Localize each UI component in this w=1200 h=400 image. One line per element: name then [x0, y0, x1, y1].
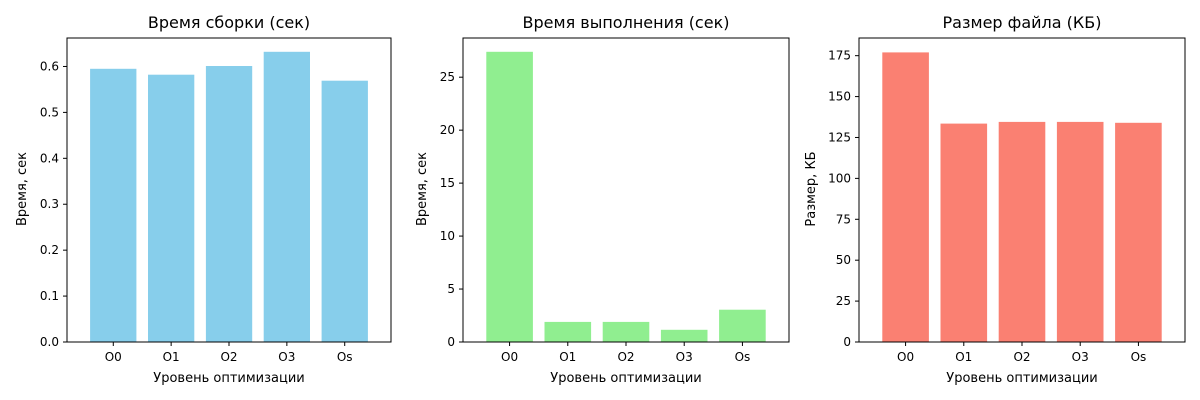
bar-Os	[321, 80, 368, 342]
bar-O1	[544, 321, 592, 342]
bar-O0	[882, 52, 929, 343]
x-tick-label: O2	[1013, 350, 1030, 364]
x-tick-label: O1	[559, 350, 576, 364]
y-tick-label: 25	[440, 70, 455, 84]
chart-file-size: Размер файла (КБ) Уровень оптимизации Ра…	[804, 13, 1186, 386]
y-tick-label: 50	[836, 253, 851, 267]
bar-O1	[148, 74, 195, 342]
chart-title: Размер файла (КБ)	[943, 13, 1102, 32]
x-tick-label: O0	[501, 350, 518, 364]
y-tick-label: 0.0	[40, 335, 59, 349]
y-tick-label: 125	[828, 130, 851, 144]
x-tick-label: Os	[735, 350, 751, 364]
y-tick-label: 5	[447, 282, 455, 296]
y-tick-label: 25	[836, 294, 851, 308]
chart-title: Время выполнения (сек)	[523, 13, 730, 32]
chart-build-time: Время сборки (сек) Уровень оптимизации В…	[15, 13, 392, 386]
bar-O3	[263, 51, 310, 343]
y-axis-label: Время, сек	[15, 152, 30, 226]
y-tick-label: 100	[828, 171, 851, 185]
y-tick-label: 0	[447, 335, 455, 349]
x-tick-label: O3	[1072, 350, 1089, 364]
y-tick-label: 0	[843, 335, 851, 349]
x-tick-label: O2	[617, 350, 634, 364]
bar-Os	[1115, 122, 1162, 342]
bar-O1	[940, 123, 988, 342]
x-tick-label: Os	[337, 350, 353, 364]
x-tick-label: Os	[1131, 350, 1147, 364]
y-axis-label: Время, сек	[415, 152, 430, 226]
x-tick-label: O0	[105, 350, 122, 364]
y-tick-label: 0.1	[40, 289, 59, 303]
x-axis-label: Уровень оптимизации	[153, 371, 304, 386]
y-tick-label: 75	[836, 212, 851, 226]
y-tick-label: 15	[440, 176, 455, 190]
y-tick-label: 0.5	[40, 105, 59, 119]
y-tick-label: 0.3	[40, 197, 59, 211]
y-tick-label: 175	[828, 49, 851, 63]
chart-title: Время сборки (сек)	[148, 13, 310, 32]
bar-O0	[90, 68, 137, 343]
bar-O3	[660, 329, 708, 342]
bar-O2	[205, 66, 253, 342]
y-axis-label: Размер, КБ	[804, 151, 819, 226]
x-tick-label: O2	[220, 350, 237, 364]
x-axis-label: Уровень оптимизации	[550, 371, 701, 386]
bar-O2	[998, 121, 1046, 343]
y-tick-label: 0.6	[40, 59, 59, 73]
x-tick-label: O1	[163, 350, 180, 364]
bar-O0	[486, 51, 533, 343]
bar-Os	[719, 309, 766, 342]
x-tick-label: O1	[955, 350, 972, 364]
bar-O3	[1056, 121, 1104, 343]
y-tick-label: 10	[440, 229, 455, 243]
y-tick-label: 0.2	[40, 243, 59, 257]
x-axis-label: Уровень оптимизации	[946, 371, 1097, 386]
y-tick-label: 150	[828, 90, 851, 104]
y-tick-label: 20	[440, 123, 455, 137]
y-tick-label: 0.4	[40, 151, 59, 165]
x-tick-label: O3	[278, 350, 295, 364]
chart-run-time: Время выполнения (сек) Уровень оптимизац…	[415, 13, 790, 386]
bar-O2	[602, 321, 650, 342]
x-tick-label: O0	[897, 350, 914, 364]
x-tick-label: O3	[676, 350, 693, 364]
